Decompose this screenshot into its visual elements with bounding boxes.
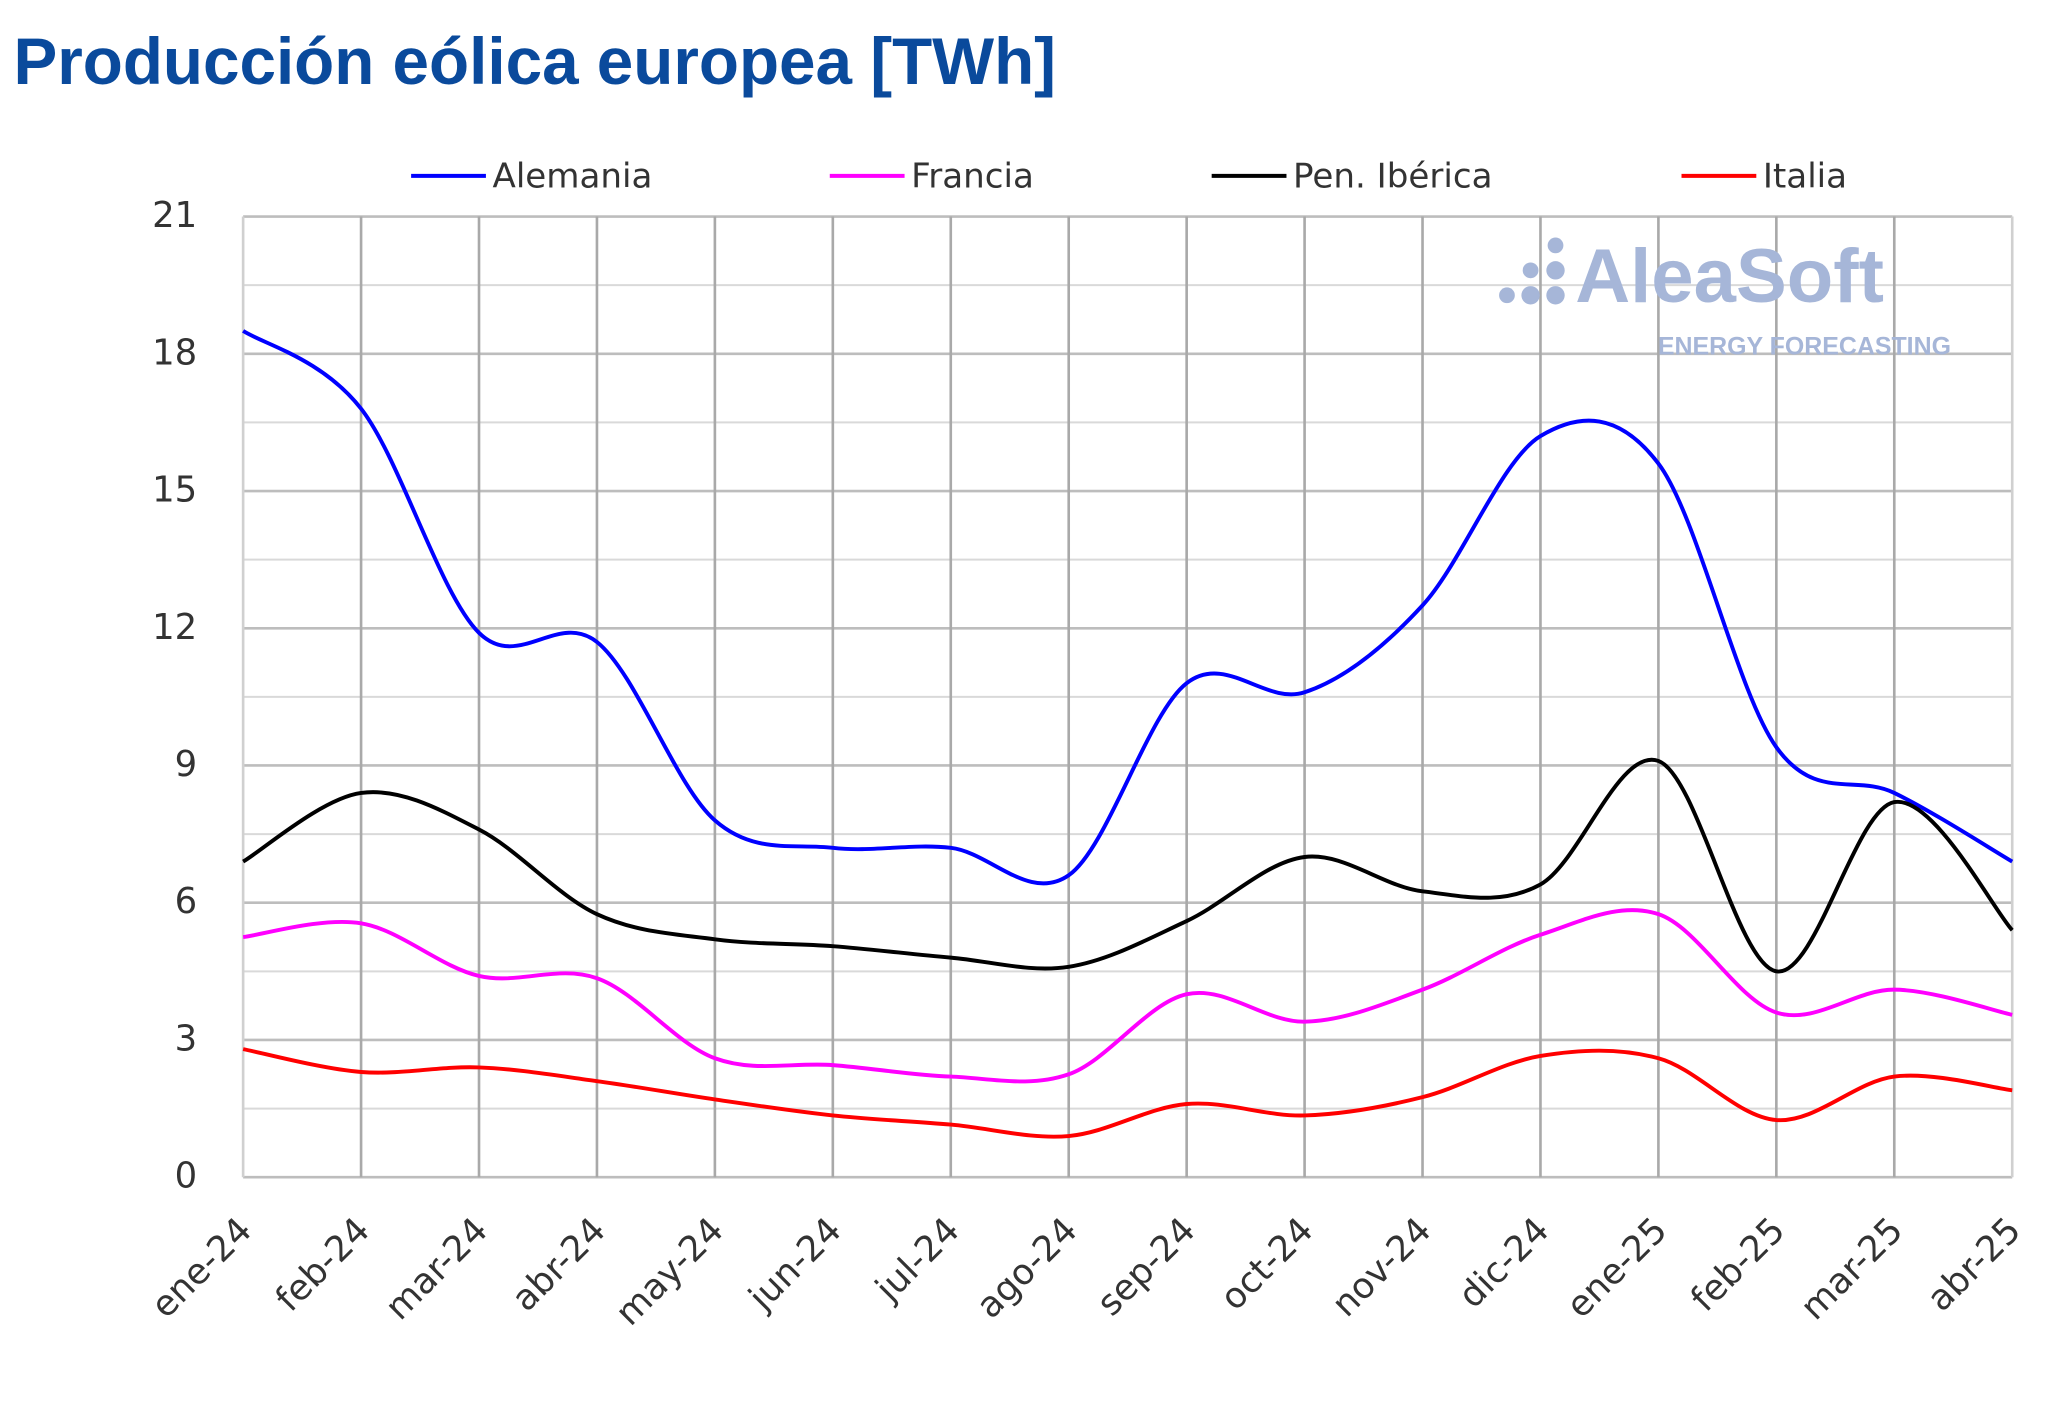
y-tick-label: 6 [175, 881, 198, 922]
y-tick-label: 15 [152, 470, 197, 511]
legend-label: Italia [1763, 157, 1847, 197]
legend-label: Pen. Ibérica [1293, 157, 1493, 197]
y-tick-label: 18 [152, 332, 197, 373]
legend: Alemania Francia Pen. Ibérica Italia [411, 157, 1847, 197]
grid [241, 215, 2014, 1179]
series-line-alemania [242, 329, 2014, 886]
legend-label: Alemania [492, 157, 652, 197]
x-tick-label: mar-25 [1793, 1210, 1911, 1328]
series-line-italia [242, 1047, 2013, 1139]
x-tick-label: dic-24 [1451, 1210, 1558, 1317]
y-axis-ticks: 0 3 6 9 12 15 18 21 [152, 195, 197, 1197]
series-line-pen-ib-rica [242, 757, 2014, 974]
y-tick-label: 0 [175, 1156, 198, 1197]
chart-title: Producción eólica europea [TWh] [13, 25, 1056, 98]
aleasoft-watermark-logo: AleaSoft ENERGY FORECASTING [1499, 234, 1951, 360]
y-tick-label: 12 [152, 607, 197, 648]
x-tick-label: abr-25 [1919, 1210, 2029, 1320]
x-tick-label: jul-24 [867, 1210, 967, 1310]
x-tick-label: feb-24 [268, 1210, 378, 1320]
x-tick-label: ago-24 [969, 1210, 1086, 1327]
x-tick-label: oct-24 [1213, 1210, 1322, 1319]
y-tick-label: 9 [175, 744, 198, 785]
x-tick-label: jun-24 [740, 1210, 849, 1319]
x-tick-label: feb-25 [1683, 1210, 1793, 1320]
watermark-tagline: ENERGY FORECASTING [1658, 332, 1951, 360]
legend-label: Francia [911, 157, 1034, 197]
x-tick-label: ene-24 [143, 1210, 260, 1327]
series-lines [242, 329, 2014, 1139]
x-tick-label: mar-24 [378, 1210, 496, 1328]
y-tick-label: 3 [175, 1018, 198, 1059]
x-tick-label: abr-24 [504, 1210, 614, 1320]
series-line-francia [242, 908, 2013, 1084]
x-tick-label: nov-24 [1324, 1210, 1439, 1325]
x-tick-label: ene-25 [1559, 1210, 1676, 1327]
x-tick-label: may-24 [608, 1210, 732, 1334]
aleasoft-dots-icon [1499, 237, 1565, 305]
watermark-brand: AleaSoft [1575, 234, 1884, 319]
y-tick-label: 21 [152, 195, 197, 236]
x-tick-label: sep-24 [1089, 1210, 1203, 1324]
